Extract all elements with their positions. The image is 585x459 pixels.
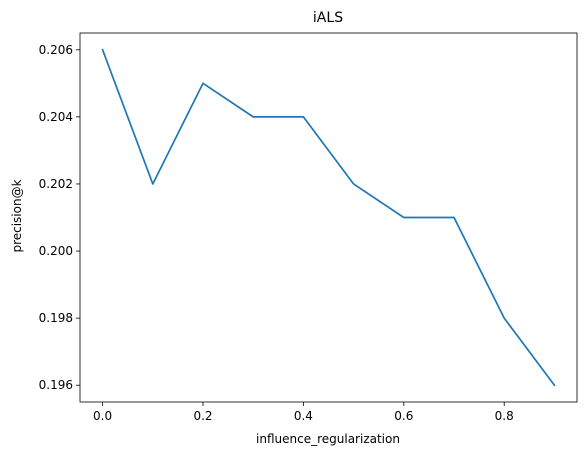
y-tick-label: 0.200 xyxy=(39,244,73,258)
y-tick-label: 0.202 xyxy=(39,177,73,191)
y-axis-ticks: 0.196 0.198 0.200 0.202 0.204 0.206 xyxy=(39,43,80,392)
plot-area-frame xyxy=(79,32,578,403)
y-tick-label: 0.198 xyxy=(39,311,73,325)
x-axis-label: influence_regularization xyxy=(256,432,400,446)
axes-frame xyxy=(79,32,578,403)
x-tick-label: 0.6 xyxy=(394,409,413,423)
series-line-0 xyxy=(101,48,556,387)
y-axis-label: precision@k xyxy=(10,179,24,252)
chart-title: iALS xyxy=(313,10,343,26)
x-tick-label: 0.0 xyxy=(93,409,112,423)
y-tick-label: 0.204 xyxy=(39,110,73,124)
series-layer xyxy=(101,48,556,387)
x-tick-label: 0.2 xyxy=(193,409,212,423)
x-axis-ticks: 0.0 0.2 0.4 0.6 0.8 xyxy=(93,402,514,423)
y-tick-label: 0.196 xyxy=(39,378,73,392)
x-tick-label: 0.8 xyxy=(495,409,514,423)
x-tick-label: 0.4 xyxy=(294,409,313,423)
y-tick-label: 0.206 xyxy=(39,43,73,57)
